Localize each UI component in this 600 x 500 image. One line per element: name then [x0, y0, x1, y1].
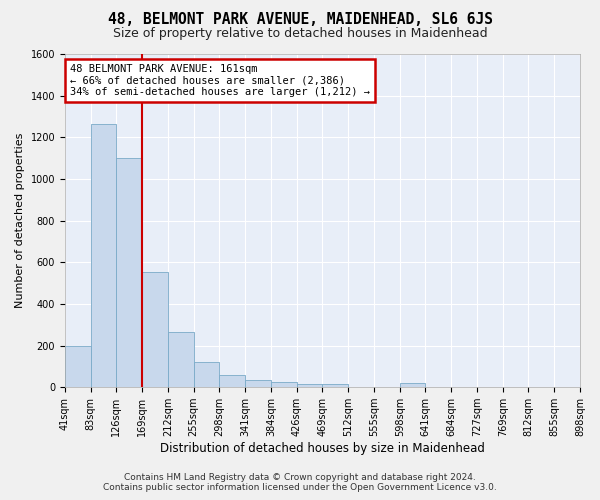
Bar: [168, 332, 194, 387]
Y-axis label: Number of detached properties: Number of detached properties: [15, 133, 25, 308]
X-axis label: Distribution of detached houses by size in Maidenhead: Distribution of detached houses by size …: [160, 442, 485, 455]
Text: 48, BELMONT PARK AVENUE, MAIDENHEAD, SL6 6JS: 48, BELMONT PARK AVENUE, MAIDENHEAD, SL6…: [107, 12, 493, 28]
Bar: [91, 124, 116, 387]
Bar: [322, 384, 348, 387]
Text: 48 BELMONT PARK AVENUE: 161sqm
← 66% of detached houses are smaller (2,386)
34% : 48 BELMONT PARK AVENUE: 161sqm ← 66% of …: [70, 64, 370, 97]
Text: Size of property relative to detached houses in Maidenhead: Size of property relative to detached ho…: [113, 28, 487, 40]
Bar: [245, 380, 271, 387]
Bar: [194, 362, 220, 387]
Bar: [142, 272, 168, 387]
Bar: [220, 374, 245, 387]
Bar: [271, 382, 296, 387]
Bar: [400, 383, 425, 387]
Text: Contains HM Land Registry data © Crown copyright and database right 2024.
Contai: Contains HM Land Registry data © Crown c…: [103, 473, 497, 492]
Bar: [65, 346, 91, 387]
Bar: [296, 384, 322, 387]
Bar: [116, 158, 142, 387]
